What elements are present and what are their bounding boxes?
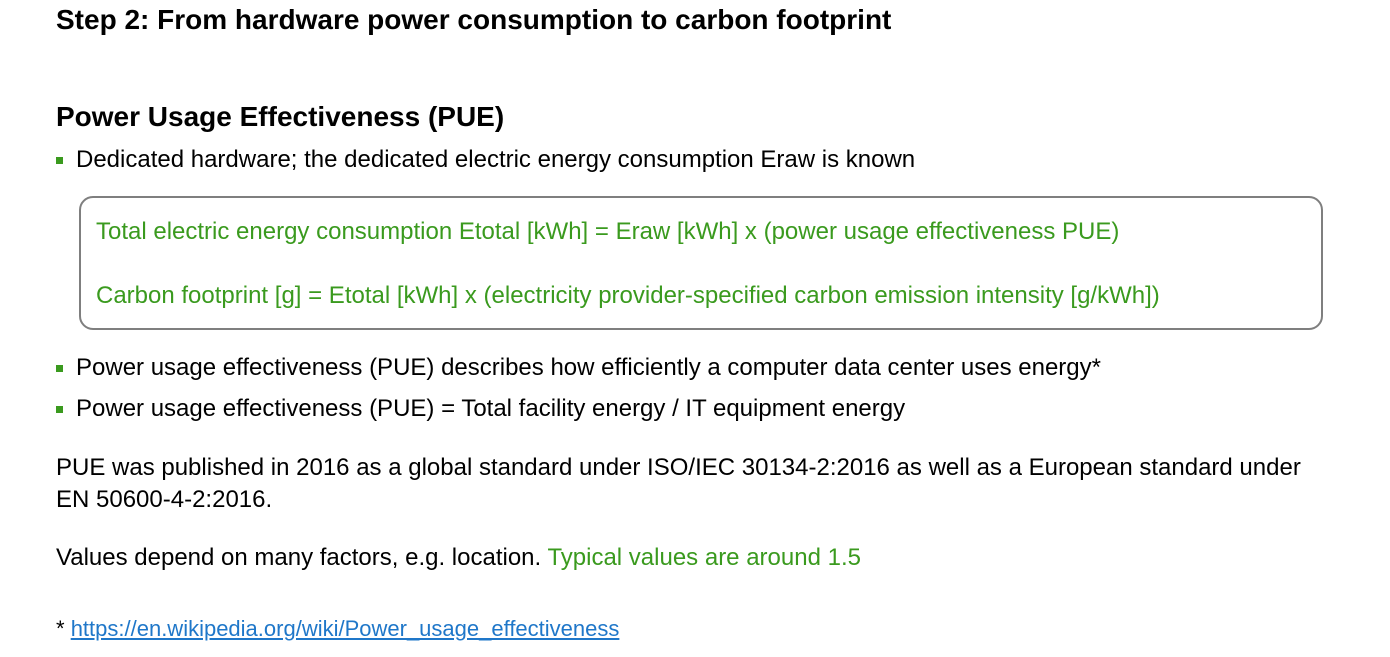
bullet-square-icon: [56, 365, 63, 372]
formula-box: Total electric energy consumption Etotal…: [79, 196, 1323, 330]
footnote-marker: *: [56, 616, 71, 641]
bullet-text: Power usage effectiveness (PUE) = Total …: [76, 395, 906, 422]
values-paragraph: Values depend on many factors, e.g. loca…: [56, 542, 861, 574]
bullet-item: Dedicated hardware; the dedicated electr…: [56, 146, 915, 174]
formula-total-energy: Total electric energy consumption Etotal…: [96, 218, 1120, 245]
footnote: * https://en.wikipedia.org/wiki/Power_us…: [56, 616, 619, 642]
typical-values-highlight: Typical values are around 1.5: [547, 544, 861, 571]
footnote-link[interactable]: https://en.wikipedia.org/wiki/Power_usag…: [70, 616, 620, 641]
standard-paragraph: PUE was published in 2016 as a global st…: [56, 454, 1301, 513]
section-heading: Power Usage Effectiveness (PUE): [56, 101, 505, 132]
bullet-item: Power usage effectiveness (PUE) describe…: [56, 354, 1101, 382]
bullet-square-icon: [56, 157, 63, 164]
bullet-text: Dedicated hardware; the dedicated electr…: [76, 146, 916, 173]
bullet-square-icon: [56, 406, 63, 413]
values-text: Values depend on many factors, e.g. loca…: [56, 544, 548, 571]
bullet-item: Power usage effectiveness (PUE) = Total …: [56, 395, 905, 423]
bullet-text: Power usage effectiveness (PUE) describe…: [76, 354, 1101, 381]
formula-carbon-footprint: Carbon footprint [g] = Etotal [kWh] x (e…: [96, 282, 1160, 309]
slide-title: Step 2: From hardware power consumption …: [56, 4, 892, 35]
